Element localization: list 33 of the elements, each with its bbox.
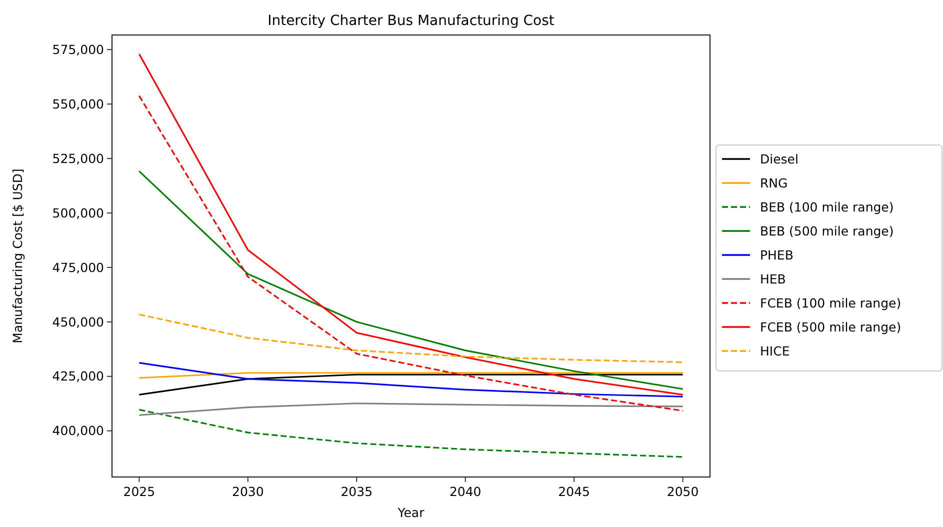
legend-label: BEB (100 mile range) [760,199,894,214]
x-tick-label: 2035 [340,484,373,499]
legend-label: HICE [760,343,790,358]
y-tick-label: 475,000 [52,260,104,275]
line-series [138,170,684,390]
y-axis-title: Manufacturing Cost [$ USD] [10,168,25,344]
y-tick-label: 575,000 [52,42,104,57]
line-series [138,402,684,416]
legend-label: FCEB (500 mile range) [760,319,902,334]
y-tick-label: 525,000 [52,150,104,166]
x-tick-label: 2045 [558,484,590,499]
line-series [138,53,684,396]
y-tick-label: 400,000 [52,423,104,438]
line-series [138,314,684,363]
x-tick-label: 2040 [449,484,482,499]
legend-label: RNG [760,175,788,190]
x-tick-label: 2030 [232,484,264,499]
line-series [138,94,684,412]
legend-label: PHEB [760,247,794,262]
line-series [138,362,684,398]
x-tick-label: 2025 [123,484,156,499]
y-tick-label: 450,000 [52,314,104,330]
chart-title: Intercity Charter Bus Manufacturing Cost [268,13,555,29]
x-axis-title: Year [396,505,426,520]
legend-label: FCEB (100 mile range) [760,295,902,310]
line-series [138,408,684,458]
legend-label: HEB [760,271,786,286]
y-tick-label: 550,000 [52,96,104,112]
y-tick-label: 425,000 [52,368,104,384]
legend-label: Diesel [760,151,798,166]
y-tick-label: 500,000 [52,205,104,220]
legend-label: BEB (500 mile range) [760,223,894,238]
x-tick-label: 2050 [666,484,699,499]
